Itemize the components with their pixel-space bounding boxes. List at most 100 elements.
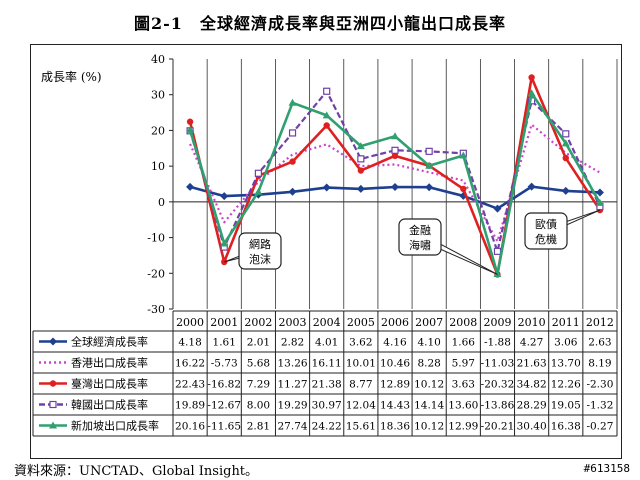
- data-point-square: [357, 155, 365, 163]
- annotation-text: 海嘯: [409, 238, 431, 252]
- data-label: -11.65: [207, 421, 241, 433]
- data-label: 2.63: [588, 337, 611, 349]
- data-label: 4.18: [178, 337, 201, 349]
- data-label: 34.82: [517, 379, 547, 391]
- data-point-diamond: [391, 183, 399, 191]
- legend-marker: [49, 400, 57, 409]
- y-tick-label: 20: [151, 124, 165, 137]
- data-point-square: [288, 129, 297, 137]
- data-label: 30.97: [312, 400, 342, 412]
- data-label: 8.19: [588, 358, 611, 370]
- data-point-square: [562, 130, 570, 138]
- annotation-text: 泡沫: [249, 252, 271, 266]
- data-label: 10.01: [346, 358, 376, 370]
- data-point-triangle: [425, 161, 434, 169]
- data-label: 12.04: [346, 400, 376, 412]
- data-point-diamond: [595, 188, 604, 197]
- data-label: 12.26: [551, 379, 581, 391]
- data-point-triangle: [220, 239, 229, 247]
- figure-title: 圖2-1 全球經濟成長率與亞洲四小龍出口成長率: [134, 14, 506, 33]
- data-label: 20.16: [175, 421, 205, 433]
- data-label: 16.38: [551, 421, 581, 433]
- data-point-triangle: [493, 270, 502, 278]
- data-label: 8.77: [349, 379, 372, 391]
- x-tick-label: 2003: [279, 316, 307, 329]
- legend-entry: 香港出口成長率: [71, 356, 148, 370]
- source-note: 資料來源：UNCTAD、Global Insight。: [14, 464, 259, 479]
- x-tick-label: 2011: [552, 316, 580, 329]
- data-label: -11.03: [481, 358, 515, 370]
- data-label: -16.82: [207, 379, 241, 391]
- data-label: 4.01: [315, 337, 338, 349]
- data-label: 28.29: [517, 400, 547, 412]
- data-label: -12.67: [207, 400, 241, 412]
- chart-frame: -30 -20 -10 0 10 20 30 40 成長率 (%) 網路 泡沫 金融 海嘯 歐債 危機 2…: [30, 44, 622, 459]
- data-point-diamond: [425, 183, 434, 192]
- y-axis-label: 成長率 (%): [41, 69, 102, 84]
- data-label: 10.46: [380, 358, 410, 370]
- x-tick-label: 2010: [518, 316, 546, 329]
- data-label: 3.62: [349, 337, 372, 349]
- data-label: 2.01: [247, 337, 270, 349]
- data-label: 1.66: [452, 337, 476, 349]
- legend-entry: 韓國出口成長率: [71, 398, 148, 412]
- data-label: 14.14: [414, 400, 444, 412]
- data-label: -20.32: [481, 379, 515, 391]
- annotation-text: 危機: [535, 232, 557, 246]
- data-point-square: [254, 169, 262, 177]
- data-point-diamond: [220, 192, 229, 201]
- data-label: -0.27: [586, 421, 613, 433]
- legend-marker: [49, 337, 57, 346]
- data-point-triangle: [322, 111, 331, 119]
- data-point-triangle: [391, 132, 399, 140]
- data-point-square: [425, 147, 433, 155]
- data-point-triangle: [595, 198, 604, 206]
- data-label: 3.63: [452, 379, 475, 391]
- x-tick-label: 2005: [347, 316, 375, 329]
- data-label: 2.81: [247, 421, 270, 433]
- y-tick-label: -10: [147, 232, 165, 245]
- data-point-circle: [323, 122, 330, 129]
- data-label: 5.68: [247, 358, 270, 370]
- data-label: -1.32: [586, 400, 613, 412]
- annotation-text: 歐債: [535, 217, 557, 231]
- data-label: 10.12: [414, 379, 444, 391]
- data-label: 18.36: [380, 421, 410, 433]
- data-label: 19.05: [551, 400, 581, 412]
- annotation-text: 金融: [409, 223, 431, 237]
- data-point-triangle: [186, 125, 195, 133]
- x-tick-label: 2001: [210, 316, 238, 329]
- data-label: 4.10: [417, 337, 440, 349]
- data-point-triangle: [356, 142, 365, 150]
- data-point-triangle: [288, 98, 297, 106]
- annotation-box: [398, 218, 442, 256]
- data-label: 14.43: [380, 400, 410, 412]
- data-label: 2.82: [281, 337, 304, 349]
- data-point-circle: [289, 158, 296, 165]
- data-point-triangle: [459, 151, 468, 159]
- data-label: 30.40: [517, 421, 547, 433]
- data-label: 11.27: [278, 379, 308, 391]
- data-label: 8.00: [247, 400, 270, 412]
- data-point-triangle: [561, 139, 570, 147]
- data-label: 22.43: [175, 379, 205, 391]
- annotation-box: [238, 232, 282, 270]
- data-label: 21.63: [517, 358, 547, 370]
- data-label: 16.22: [175, 358, 205, 370]
- data-label: 13.70: [551, 358, 581, 370]
- x-tick-label: 2008: [449, 316, 477, 329]
- x-tick-label: 2002: [244, 316, 272, 329]
- data-point-diamond: [493, 204, 502, 213]
- x-tick-label: 2007: [415, 316, 443, 329]
- x-tick-label: 2012: [586, 316, 614, 329]
- data-label: 8.28: [417, 358, 440, 370]
- data-point-square: [391, 146, 399, 154]
- y-tick-label: 30: [151, 89, 165, 102]
- x-tick-label: 2006: [381, 316, 409, 329]
- data-label: 10.12: [414, 421, 444, 433]
- data-label: 12.99: [448, 421, 478, 433]
- data-label: 13.60: [448, 400, 478, 412]
- data-point-diamond: [561, 186, 570, 195]
- y-tick-label: 10: [151, 160, 165, 173]
